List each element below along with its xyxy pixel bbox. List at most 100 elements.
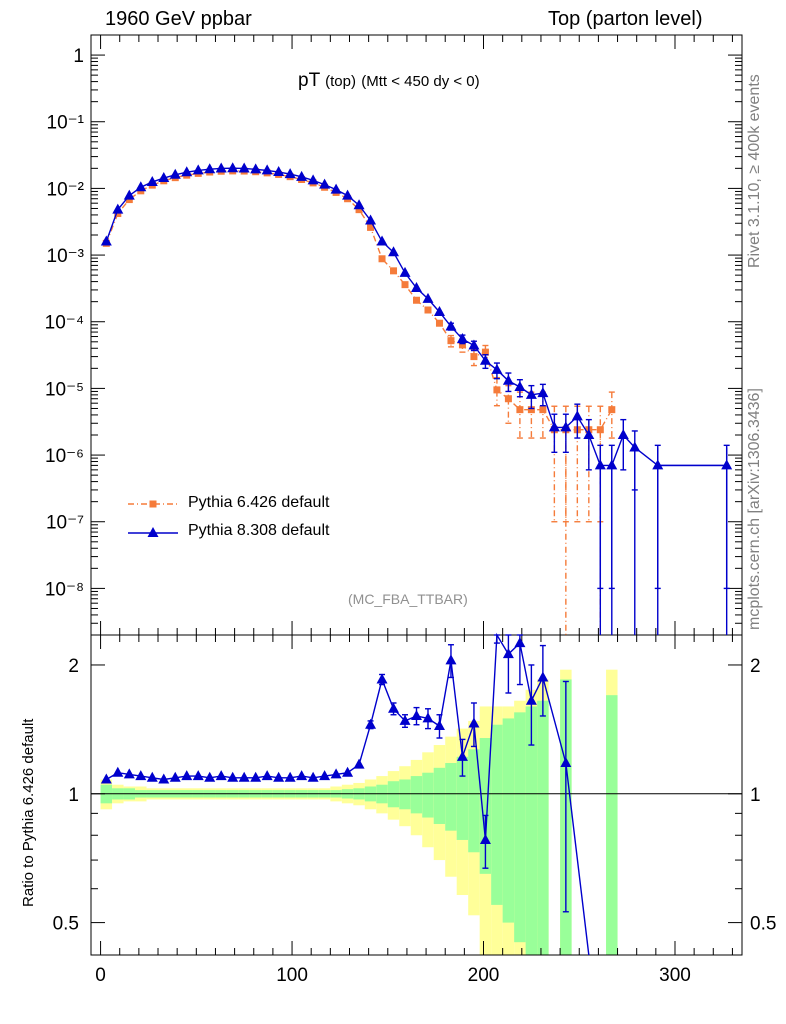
- ratio-marker: [296, 770, 308, 781]
- pythia8-marker: [594, 459, 606, 470]
- pythia6-marker: [367, 223, 375, 231]
- rivet-version-label: Rivet 3.1.10, ≥ 400k events: [746, 74, 763, 268]
- legend-marker-pythia6: [149, 500, 157, 508]
- ratio-band-inner: [399, 779, 411, 810]
- ratio-y-tick-label-left: 0.5: [53, 914, 79, 935]
- pythia8-marker: [365, 214, 377, 225]
- main-y-tick-label: 10⁻⁴: [45, 313, 84, 334]
- ratio-marker: [181, 770, 193, 781]
- pythia8-marker: [456, 333, 468, 344]
- main-y-tick-label: 1: [73, 46, 84, 67]
- pythia8-marker: [181, 166, 193, 177]
- main-y-tick-label: 10⁻⁶: [45, 446, 84, 467]
- pythia8-marker: [319, 178, 331, 189]
- ratio-y-tick-label-left: 2: [68, 656, 79, 677]
- pythia8-marker: [296, 170, 308, 181]
- ratio-marker: [227, 771, 239, 782]
- pythia8-marker: [479, 354, 491, 365]
- ratio-marker: [411, 709, 422, 720]
- pythia8-marker: [468, 339, 480, 350]
- ratio-y-tick-label-right: 0.5: [750, 914, 776, 935]
- pythia6-marker: [424, 306, 432, 314]
- process-label: Top (parton level): [548, 8, 703, 30]
- pythia6-marker: [435, 319, 443, 327]
- pythia8-marker: [135, 181, 147, 192]
- ratio-marker: [250, 771, 262, 782]
- pythia8-marker: [169, 168, 181, 179]
- main-plot-frame: [90, 34, 743, 636]
- ratio-series: [100, 632, 590, 956]
- pythia8-marker: [525, 388, 537, 399]
- pythia8-marker: [399, 266, 411, 277]
- pythia6-marker: [470, 353, 478, 361]
- pythia8-series: [100, 162, 733, 590]
- pythia8-marker: [342, 189, 354, 200]
- ratio-marker: [112, 766, 124, 777]
- pythia8-marker: [158, 172, 170, 183]
- pythia6-marker: [390, 267, 398, 275]
- ratio-marker: [158, 773, 170, 784]
- ratio-band-inner: [502, 718, 515, 923]
- ratio-marker: [238, 771, 250, 782]
- pythia8-marker: [123, 189, 135, 200]
- pythia8-marker: [227, 162, 239, 173]
- ratio-band-inner: [433, 767, 446, 824]
- pythia8-marker: [100, 235, 112, 246]
- ratio-marker: [273, 771, 285, 782]
- pythia8-marker: [445, 320, 457, 331]
- pythia8-marker: [112, 203, 124, 214]
- pythia8-marker: [514, 380, 526, 391]
- main-y-tick-label: 10⁻⁷: [46, 513, 84, 534]
- pythia8-marker: [422, 292, 434, 303]
- pythia8-marker: [583, 429, 595, 439]
- pythia8-marker: [376, 235, 388, 246]
- pythia6-marker: [447, 337, 455, 345]
- ratio-marker: [376, 673, 388, 684]
- pythia8-marker: [146, 175, 158, 186]
- x-tick-label: 200: [468, 965, 500, 986]
- ratio-marker: [456, 750, 468, 761]
- ratio-marker: [433, 720, 445, 731]
- ratio-plot-frame: [90, 634, 743, 956]
- ratio-marker: [284, 771, 296, 782]
- ratio-marker: [146, 771, 158, 782]
- ratio-y-tick-label-left: 1: [68, 785, 79, 806]
- analysis-tag: (MC_FBA_TTBAR): [348, 591, 468, 607]
- pythia8-marker: [629, 441, 641, 452]
- pythia8-marker: [560, 421, 572, 432]
- ratio-marker: [307, 771, 319, 782]
- plot-title-main: pT: [298, 70, 320, 91]
- ratio-marker: [560, 757, 572, 768]
- plot-title-cut: (Mtt < 450 dy < 0): [361, 73, 480, 90]
- ratio-marker: [537, 671, 549, 682]
- ratio-y-tick-label-right: 1: [750, 785, 761, 806]
- ratio-marker: [330, 768, 342, 779]
- ratio-band-inner: [445, 763, 457, 831]
- pythia8-marker: [215, 162, 227, 173]
- ratio-band-inner: [537, 700, 549, 955]
- pythia8-marker: [204, 163, 216, 174]
- plot-title-paren: (top): [325, 73, 356, 90]
- pythia8-marker: [388, 246, 400, 257]
- ratio-band-inner: [468, 749, 480, 853]
- ratio-marker: [100, 773, 112, 784]
- ratio-band-inner: [606, 695, 618, 955]
- pythia8-line: [105, 167, 727, 467]
- energy-label: 1960 GeV ppbar: [105, 8, 252, 30]
- legend-marker-pythia8: [147, 527, 159, 537]
- pythia8-marker: [571, 410, 583, 421]
- ratio-band-inner: [422, 772, 434, 818]
- pythia6-marker: [504, 395, 512, 403]
- ratio-band-inner: [491, 724, 503, 905]
- pythia6-marker: [596, 426, 604, 434]
- pythia8-marker: [537, 387, 549, 398]
- ratio-marker: [123, 768, 135, 779]
- ratio-band-inner: [479, 738, 492, 874]
- ratio-y-axis-label: Ratio to Pythia 6.426 default: [20, 718, 37, 907]
- main-y-tick-label: 10⁻⁸: [45, 579, 84, 600]
- pythia6-marker: [401, 281, 409, 289]
- ratio-y-tick-label-right: 2: [750, 656, 761, 677]
- pythia6-series: [102, 167, 616, 523]
- pythia8-marker: [411, 282, 422, 293]
